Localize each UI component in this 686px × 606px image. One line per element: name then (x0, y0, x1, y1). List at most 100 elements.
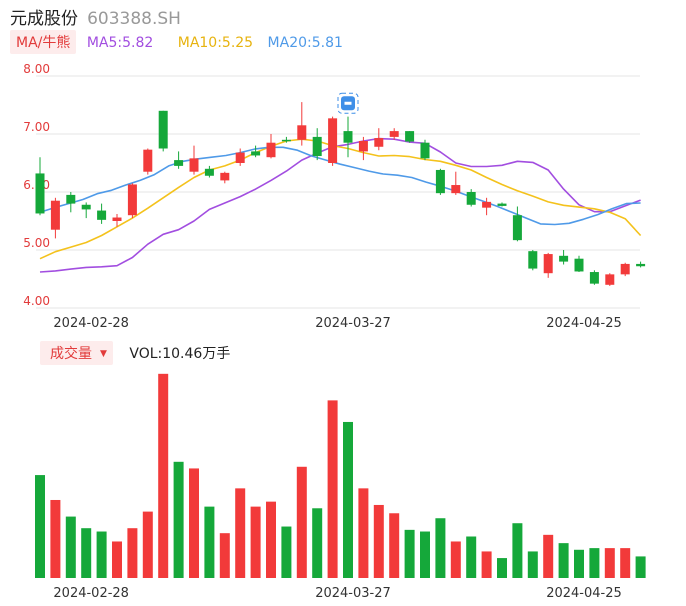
volume-bar (558, 543, 569, 578)
candle-body (189, 158, 199, 172)
candle-body (620, 263, 630, 275)
x-tick-label: 2024-04-25 (546, 586, 622, 601)
ma10-label: MA10:5.25 (177, 35, 254, 51)
volume-value: VOL:10.46万手 (129, 346, 231, 362)
volume-bar (389, 513, 400, 578)
volume-bars (35, 373, 646, 578)
volume-bar (435, 518, 446, 578)
volume-toggle-button[interactable]: 成交量 ▼ (40, 341, 113, 365)
candle-body (281, 139, 291, 142)
volume-bar (296, 466, 307, 578)
volume-bar (635, 556, 646, 578)
volume-bar (373, 504, 384, 578)
candle-body (251, 151, 261, 156)
price-date-axis: 2024-02-28 2024-03-27 2024-04-25 (53, 316, 621, 331)
candle-body (374, 138, 384, 147)
candle-body (220, 172, 230, 181)
candle-body (81, 204, 91, 210)
y-tick-label: 5.00 (23, 236, 50, 250)
volume-bar (450, 541, 461, 578)
stock-name: 元成股份 (10, 9, 78, 29)
candle-body (297, 125, 307, 140)
candle-body (328, 118, 338, 163)
volume-bar (281, 526, 292, 578)
volume-bar (235, 488, 246, 578)
volume-bar (35, 475, 45, 578)
candle-body (35, 173, 45, 214)
x-tick-label: 2024-04-25 (546, 316, 622, 331)
y-tick-label: 7.00 (23, 120, 50, 134)
candle-body (482, 201, 492, 208)
x-tick-label: 2024-02-28 (53, 316, 129, 331)
volume-bar (204, 506, 215, 578)
candle-body (50, 200, 60, 230)
volume-bar (497, 558, 507, 578)
ma-toggle-button[interactable]: MA/牛熊 (10, 30, 77, 54)
candle-body (127, 184, 137, 216)
candle-body (497, 203, 507, 206)
volume-bar (50, 499, 61, 578)
badge-glyph (344, 101, 352, 105)
candle-body (266, 142, 276, 158)
candle-body (312, 136, 322, 157)
volume-bar (327, 400, 338, 578)
candle-body (589, 272, 599, 284)
volume-bar (127, 528, 138, 578)
volume-bar (250, 506, 261, 578)
candle-body (97, 210, 107, 220)
stock-code: 603388.SH (87, 9, 181, 29)
volume-date-axis: 2024-02-28 2024-03-27 2024-04-25 (53, 586, 621, 601)
x-tick-label: 2024-02-28 (53, 586, 129, 601)
volume-bar (343, 421, 353, 578)
x-tick-label: 2024-03-27 (315, 316, 391, 331)
volume-bar (420, 531, 430, 578)
ma20-line (39, 146, 641, 226)
volume-bar (620, 548, 631, 578)
ma5-line (39, 137, 641, 273)
candle-body (528, 251, 538, 269)
candle-body (451, 185, 461, 194)
candle-body (512, 215, 522, 241)
volume-bar (589, 548, 600, 578)
volume-toggle-label: 成交量 (50, 346, 92, 362)
y-tick-label: 8.00 (23, 62, 50, 76)
volume-bar (527, 551, 538, 578)
candle-body (174, 160, 184, 166)
candle-body (358, 140, 368, 152)
candle-body (405, 131, 415, 142)
ma10-line (39, 138, 642, 260)
volume-bar (481, 551, 492, 578)
candles (35, 102, 646, 286)
volume-bar (112, 541, 122, 578)
candle-body (204, 168, 214, 176)
candle-body (158, 110, 168, 149)
volume-bar (512, 523, 523, 578)
candle-body (559, 255, 569, 262)
candle-body (636, 263, 646, 267)
volume-bar (266, 501, 276, 578)
volume-bar (189, 468, 199, 578)
candle-body (112, 217, 122, 221)
volume-bar (173, 461, 184, 578)
candle-body (543, 254, 553, 274)
caret-down-icon: ▼ (100, 349, 107, 359)
volume-bar (158, 373, 169, 578)
volume-bar (96, 531, 107, 578)
candle-body (389, 131, 399, 137)
volume-bar (312, 508, 323, 578)
candle-body (66, 194, 76, 204)
volume-bar (142, 511, 153, 578)
x-tick-label: 2024-03-27 (315, 586, 391, 601)
candle-body (143, 149, 153, 172)
volume-bar (574, 549, 584, 578)
ma20-label: MA20:5.81 (267, 35, 343, 51)
volume-bar (358, 488, 369, 578)
volume-bar (543, 534, 554, 578)
title-row: 元成股份 603388.SH (10, 4, 181, 29)
volume-bar (219, 533, 230, 578)
ma-lines (39, 137, 642, 273)
candle-body (343, 131, 353, 143)
candle-body (235, 152, 245, 163)
candle-body (605, 274, 615, 285)
